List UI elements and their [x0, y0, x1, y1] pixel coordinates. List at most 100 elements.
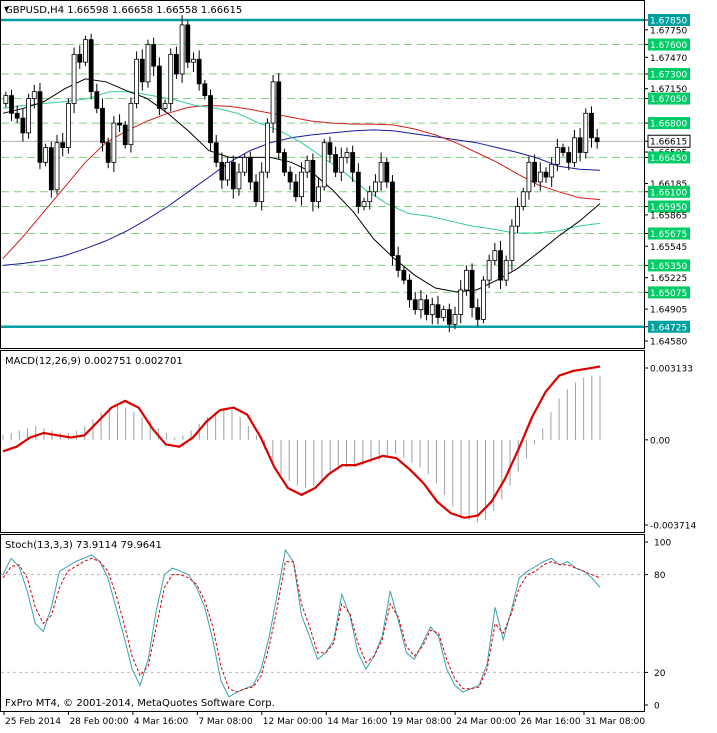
price-tick-label: 1.67150	[650, 85, 687, 95]
stoch-tick-label: 0	[654, 702, 660, 712]
candle-body	[509, 225, 515, 261]
candle-body	[202, 83, 208, 96]
candle-body	[452, 314, 458, 325]
candle-body	[3, 95, 9, 104]
candle-body	[14, 112, 20, 119]
price-tick-label: 1.67470	[650, 54, 687, 64]
stoch-line	[2, 548, 601, 698]
candle-body	[219, 161, 225, 181]
candle-body	[156, 65, 162, 109]
candle-body	[9, 95, 14, 114]
candle-body	[287, 171, 293, 183]
candle-body	[407, 279, 412, 301]
candle-body	[572, 137, 577, 163]
time-tick-label: 28 Feb 00:00	[69, 717, 128, 727]
candle-body	[77, 53, 83, 63]
candle-body	[60, 142, 66, 149]
price-tick-label: 1.64580	[650, 338, 687, 348]
candle-body	[458, 289, 464, 315]
candle-body	[304, 159, 310, 173]
candle-body	[54, 142, 60, 191]
stoch-axis: 100 80 20 0	[644, 539, 671, 712]
time-tick-label: 25 Feb 2014	[5, 717, 61, 727]
time-tick-label: 14 Mar 16:00	[327, 717, 387, 727]
macd-signal-polyline	[2, 365, 601, 519]
candle-body	[270, 81, 276, 124]
price-tick-label: 1.67600	[650, 41, 687, 51]
candle-body	[225, 161, 230, 181]
price-tick-label: 1.65350	[650, 262, 687, 272]
price-tick-label: 1.66450	[650, 154, 687, 164]
main-chart-title: GBPUSD,H4 1.66598 1.66658 1.66558 1.6661…	[5, 5, 242, 16]
candle-body	[469, 269, 475, 309]
moving-average-line	[2, 91, 601, 234]
price-tick-label: 1.66100	[650, 188, 687, 198]
time-axis: 25 Feb 2014 28 Feb 00:00 4 Mar 16:00 7 Mar …	[3, 711, 645, 727]
price-label-box	[648, 185, 690, 198]
candle-body	[361, 201, 367, 207]
time-tick-label: 19 Mar 08:00	[392, 717, 452, 727]
candle-body	[191, 58, 196, 63]
macd-signal-line	[2, 365, 601, 519]
candle-body	[350, 152, 356, 173]
candle-body	[344, 152, 350, 158]
price-label-box	[648, 117, 690, 130]
candle-body	[492, 250, 498, 261]
main-pane-frame	[0, 0, 645, 349]
candle-body	[236, 171, 242, 190]
stoch-tick-label: 80	[654, 571, 666, 581]
macd-tick-label: -0.003714	[650, 522, 696, 532]
candle-body	[333, 154, 339, 173]
candle-body	[276, 81, 282, 153]
candle-body	[594, 137, 600, 143]
candle-body	[418, 299, 424, 310]
price-label-box	[648, 151, 690, 164]
candles	[3, 15, 600, 333]
candle-body	[213, 142, 219, 163]
price-label-box	[648, 14, 690, 26]
price-tick-label: 1.67300	[650, 70, 687, 80]
candle-body	[282, 152, 287, 173]
stoch-line	[2, 557, 601, 693]
candle-body	[486, 260, 492, 281]
candle-body	[537, 171, 543, 183]
stoch-levels	[1, 574, 644, 673]
candle-body	[327, 142, 333, 155]
candle-body	[481, 279, 486, 320]
candle-body	[94, 91, 100, 109]
price-label-box	[648, 92, 690, 105]
candle-body	[105, 142, 111, 163]
price-tick-label: 1.67750	[650, 26, 687, 36]
stoch-tick-label: 20	[654, 669, 666, 679]
price-tick-label: 1.66800	[650, 120, 687, 130]
price-tick-label: 1.67850	[650, 17, 687, 27]
price-label-box	[648, 259, 690, 272]
candle-body	[299, 171, 304, 198]
macd-axis: 0.003133 0.00 -0.003714	[644, 365, 696, 532]
candle-body	[543, 171, 549, 178]
candle-body	[253, 181, 259, 203]
candle-body	[395, 255, 401, 271]
candle-body	[373, 181, 378, 193]
candle-body	[526, 161, 532, 193]
candle-body	[242, 157, 248, 173]
candle-body	[560, 147, 566, 153]
time-tick-label: 31 Mar 08:00	[585, 717, 645, 727]
candle-body	[424, 299, 429, 315]
candle-body	[338, 157, 344, 173]
candle-body	[185, 24, 191, 63]
candle-body	[37, 91, 43, 163]
candle-body	[520, 191, 526, 207]
price-label-box	[647, 134, 691, 148]
candle-body	[367, 191, 373, 203]
candle-body	[43, 147, 49, 163]
price-label-box	[648, 227, 690, 240]
candle-body	[355, 171, 361, 207]
stoch-tick-label: 100	[654, 539, 671, 549]
price-tick-label: 1.66185	[650, 180, 687, 190]
candle-body	[151, 44, 157, 67]
candle-body	[111, 122, 117, 163]
candle-body	[122, 124, 128, 146]
